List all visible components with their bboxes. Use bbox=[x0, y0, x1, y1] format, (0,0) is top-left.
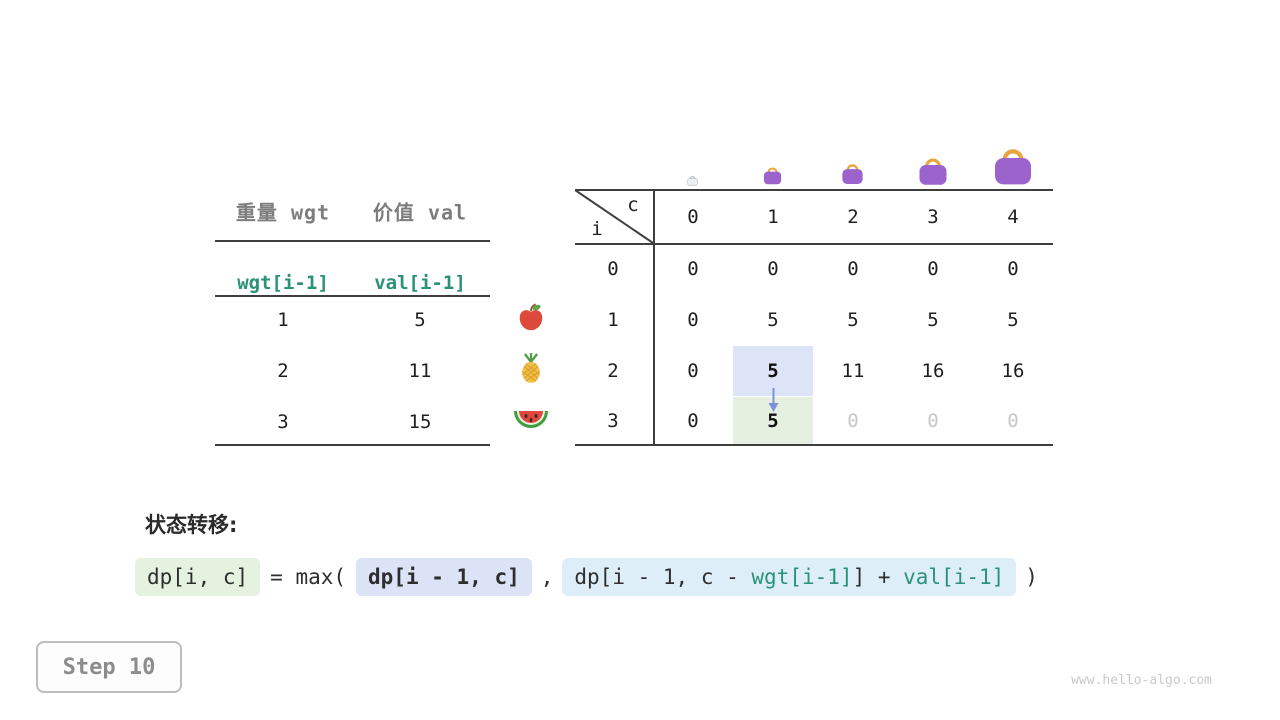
bag-icon-capacity-4 bbox=[989, 142, 1037, 186]
item-weight: 3 bbox=[277, 411, 289, 433]
state-transition-formula: dp[i, c] = max( dp[i - 1, c] , dp[i - 1,… bbox=[135, 558, 1038, 596]
transition-arrow-icon bbox=[766, 387, 781, 413]
formula-arg-take: dp[i - 1, c - wgt[i-1]] + val[i-1] bbox=[562, 558, 1017, 596]
bag-icon-capacity-0 bbox=[686, 174, 699, 186]
dp-col-header: 3 bbox=[927, 206, 939, 228]
formula-lhs: dp[i, c] bbox=[135, 558, 261, 596]
bag-icon-capacity-1 bbox=[761, 164, 784, 185]
item-table-rule-bottom bbox=[215, 444, 490, 446]
dp-row-header: 1 bbox=[607, 309, 619, 331]
dp-cell: 16 bbox=[921, 360, 945, 382]
bag-icon-capacity-2 bbox=[839, 160, 866, 185]
item-table-var-wgt: wgt[i-1] bbox=[237, 272, 329, 294]
item-weight: 1 bbox=[277, 309, 289, 331]
dp-table-rule-vertical bbox=[653, 189, 655, 446]
dp-cell: 5 bbox=[1007, 309, 1019, 331]
dp-col-header: 2 bbox=[847, 206, 859, 228]
dp-cell: 11 bbox=[841, 360, 865, 382]
watermelon-icon bbox=[513, 409, 549, 432]
dp-cell: 0 bbox=[687, 410, 699, 432]
dp-row-header: 0 bbox=[607, 258, 619, 280]
dp-corner-col-label: c bbox=[627, 194, 639, 216]
step-indicator-button[interactable]: Step 10 bbox=[36, 641, 182, 693]
dp-cell: 0 bbox=[767, 258, 779, 280]
item-table-var-val: val[i-1] bbox=[374, 272, 466, 294]
dp-cell: 5 bbox=[847, 309, 859, 331]
item-value: 15 bbox=[408, 411, 432, 433]
dp-cell: 5 bbox=[767, 309, 779, 331]
item-value: 5 bbox=[414, 309, 426, 331]
item-table-rule-mid bbox=[215, 295, 490, 297]
dp-corner-row-label: i bbox=[591, 218, 603, 240]
dp-table-rule-bottom bbox=[575, 444, 1053, 446]
dp-cell: 0 bbox=[1007, 258, 1019, 280]
dp-cell: 0 bbox=[687, 360, 699, 382]
item-value: 11 bbox=[408, 360, 432, 382]
dp-col-header: 0 bbox=[687, 206, 699, 228]
dp-cell-source: 5 bbox=[767, 360, 779, 382]
formula-separator: , bbox=[540, 565, 554, 589]
item-weight: 2 bbox=[277, 360, 289, 382]
section-label-state-transition: 状态转移: bbox=[145, 513, 238, 537]
apple-icon bbox=[516, 302, 546, 332]
dp-table-rule-top bbox=[575, 189, 1053, 191]
dp-cell: 0 bbox=[927, 258, 939, 280]
formula-operator: = max( bbox=[270, 565, 347, 589]
formula-arg-take-wgt: wgt[i-1] bbox=[751, 565, 853, 589]
dp-table-rule-header bbox=[575, 243, 1053, 245]
dp-row-header: 2 bbox=[607, 360, 619, 382]
bag-icon-capacity-3 bbox=[915, 153, 951, 186]
dp-cell-highlight-source bbox=[733, 346, 813, 396]
formula-arg-take-prefix: dp[i - 1, c - bbox=[574, 565, 752, 589]
item-table-rule-top bbox=[215, 240, 490, 242]
formula-arg-take-val: val[i-1] bbox=[903, 565, 1005, 589]
dp-row-header: 3 bbox=[607, 410, 619, 432]
dp-cell-pending: 0 bbox=[927, 410, 939, 432]
dp-col-header: 1 bbox=[767, 206, 779, 228]
dp-cell-pending: 0 bbox=[1007, 410, 1019, 432]
formula-arg-take-mid: ] + bbox=[852, 565, 904, 589]
dp-cell-pending: 0 bbox=[847, 410, 859, 432]
item-table-header-value: 价值 val bbox=[372, 200, 468, 225]
item-table-header-weight: 重量 wgt bbox=[235, 200, 331, 225]
formula-arg-keep: dp[i - 1, c] bbox=[356, 558, 532, 596]
dp-cell: 5 bbox=[927, 309, 939, 331]
dp-cell: 16 bbox=[1001, 360, 1025, 382]
dp-col-header: 4 bbox=[1007, 206, 1019, 228]
dp-table-corner-diagonal bbox=[574, 189, 654, 244]
dp-cell: 0 bbox=[687, 309, 699, 331]
dp-cell: 0 bbox=[847, 258, 859, 280]
pineapple-icon bbox=[517, 351, 545, 385]
dp-cell: 0 bbox=[687, 258, 699, 280]
formula-closing: ) bbox=[1025, 565, 1038, 589]
dp-cell-target: 5 bbox=[767, 410, 779, 432]
watermark-url: www.hello-algo.com bbox=[1071, 673, 1212, 688]
